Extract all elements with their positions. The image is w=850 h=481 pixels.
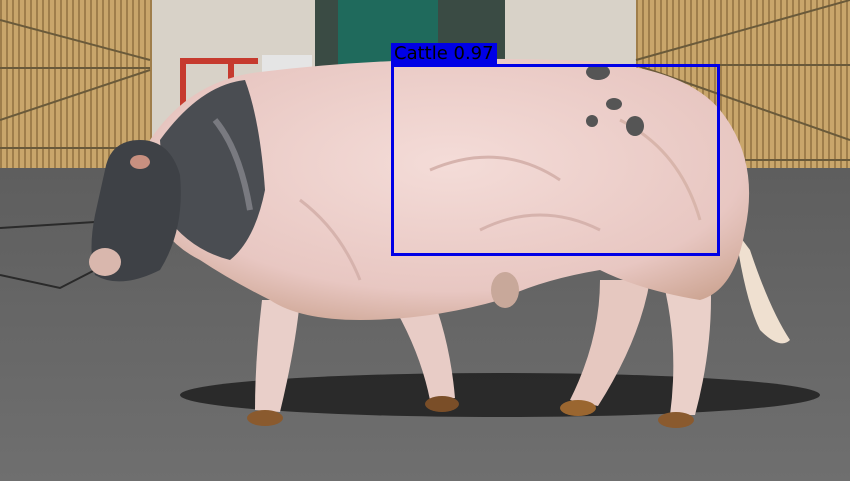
detection-box (391, 64, 720, 256)
left-fence (0, 0, 152, 168)
cow-shadow (180, 373, 820, 417)
cow-head (91, 140, 181, 282)
cow-neck (160, 80, 265, 260)
detection-label: Cattle 0.97 (391, 43, 497, 65)
